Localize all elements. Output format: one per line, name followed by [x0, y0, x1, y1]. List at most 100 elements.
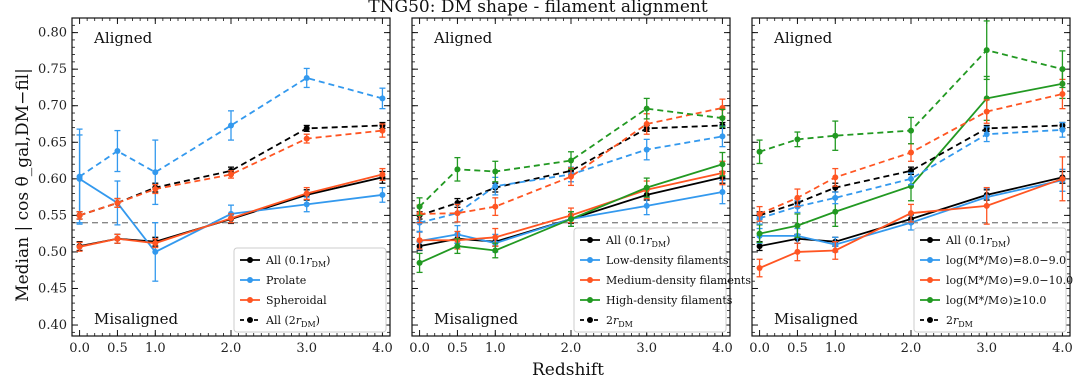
data-point [832, 208, 839, 215]
series-line [759, 49, 1063, 153]
data-point [114, 148, 121, 155]
data-point [454, 210, 461, 217]
x-tick-label: 3.0 [296, 341, 317, 356]
legend-entry: High-density filaments [606, 294, 733, 307]
data-point [719, 133, 726, 140]
data-point [568, 216, 574, 223]
data-point [643, 184, 650, 191]
data-point [152, 240, 159, 247]
data-point [794, 136, 801, 143]
series-line [419, 135, 723, 224]
series-dashed-6 [756, 78, 1066, 222]
data-point [303, 74, 310, 81]
legend-marker [927, 317, 933, 323]
y-tick-label: 0.75 [38, 62, 67, 77]
legend-marker [587, 257, 593, 263]
data-point [379, 127, 386, 134]
data-point [454, 243, 461, 250]
misaligned-label: Misaligned [94, 310, 179, 328]
legend-marker [927, 237, 933, 243]
series-line [759, 124, 1063, 217]
panel-left: 0.0 0.5 1.0 2.0 3.0 4.0 0.40 0.45 0.50 0.55 0.60 0.… [38, 17, 393, 356]
data-point [794, 194, 801, 201]
y-tick-label: 0.50 [38, 245, 67, 260]
data-point [1059, 91, 1066, 98]
data-point [416, 203, 423, 210]
data-point [76, 212, 83, 219]
y-tick-label: 0.65 [38, 135, 67, 150]
x-tick-label: 0.0 [749, 341, 770, 356]
series-line [79, 76, 383, 178]
series-line [759, 177, 1063, 269]
data-point [76, 243, 83, 250]
x-tick-label: 1.0 [825, 341, 846, 356]
data-point [908, 175, 914, 182]
data-point [114, 199, 121, 206]
legend-marker [247, 277, 253, 283]
legend-box [233, 247, 387, 333]
data-point [379, 95, 386, 102]
aligned-label: Aligned [773, 29, 833, 47]
y-tick-label: 0.40 [38, 318, 67, 333]
legend-marker [587, 297, 593, 303]
data-point [983, 108, 990, 115]
legend-marker [247, 297, 253, 303]
x-tick-label: 2.0 [221, 341, 242, 356]
x-tick-label: 1.0 [485, 341, 506, 356]
data-point [794, 222, 801, 229]
y-tick-label: 0.70 [38, 99, 67, 114]
legend-marker [587, 317, 593, 323]
data-point [152, 248, 159, 255]
data-point [908, 219, 914, 226]
series-line [759, 179, 1063, 246]
data-point [832, 174, 839, 181]
data-point [908, 149, 914, 156]
data-point [756, 148, 763, 155]
legend-marker [927, 257, 933, 263]
data-point [303, 190, 310, 197]
series-line [419, 172, 723, 242]
data-point [719, 188, 726, 195]
series-line [419, 163, 723, 264]
data-point [756, 230, 763, 237]
aligned-label: Aligned [93, 29, 153, 47]
data-point [568, 173, 574, 180]
misaligned-label: Misaligned [434, 310, 519, 328]
x-tick-label: 4.0 [372, 341, 393, 356]
x-tick-label: 3.0 [976, 341, 997, 356]
data-point [492, 247, 499, 254]
legend-marker [927, 297, 933, 303]
legend-entry: Low-density filaments [606, 254, 729, 267]
data-point [303, 125, 310, 132]
x-tick-label: 0.0 [409, 341, 430, 356]
figure-title: TNG50: DM shape - filament alignment [368, 0, 708, 17]
legend-entry: Spheroidal [266, 294, 327, 307]
x-tick-label: 4.0 [712, 341, 733, 356]
data-point [454, 166, 461, 173]
data-point [228, 122, 234, 129]
data-point [492, 183, 499, 190]
data-point [756, 243, 763, 250]
x-axis-title: Redshift [532, 360, 604, 380]
x-tick-label: 2.0 [561, 341, 582, 356]
y-tick-label: 0.80 [38, 26, 67, 41]
data-point [756, 210, 763, 217]
data-point [719, 161, 726, 168]
legend-marker [247, 257, 253, 263]
aligned-label: Aligned [433, 29, 493, 47]
series-line [759, 176, 1063, 247]
series-dashed-5 [76, 123, 386, 220]
data-point [416, 237, 423, 244]
data-point [1059, 126, 1066, 133]
series-line [759, 82, 1063, 235]
legend-entry: log(M*/M⊙)≥10.0 [946, 294, 1046, 307]
legend-marker [587, 237, 593, 243]
legend-marker [927, 277, 933, 283]
legend-box [573, 227, 727, 333]
x-tick-label: 0.5 [447, 341, 468, 356]
data-point [492, 203, 499, 210]
series-line [759, 128, 1063, 220]
data-point [643, 146, 650, 153]
data-point [832, 194, 839, 201]
